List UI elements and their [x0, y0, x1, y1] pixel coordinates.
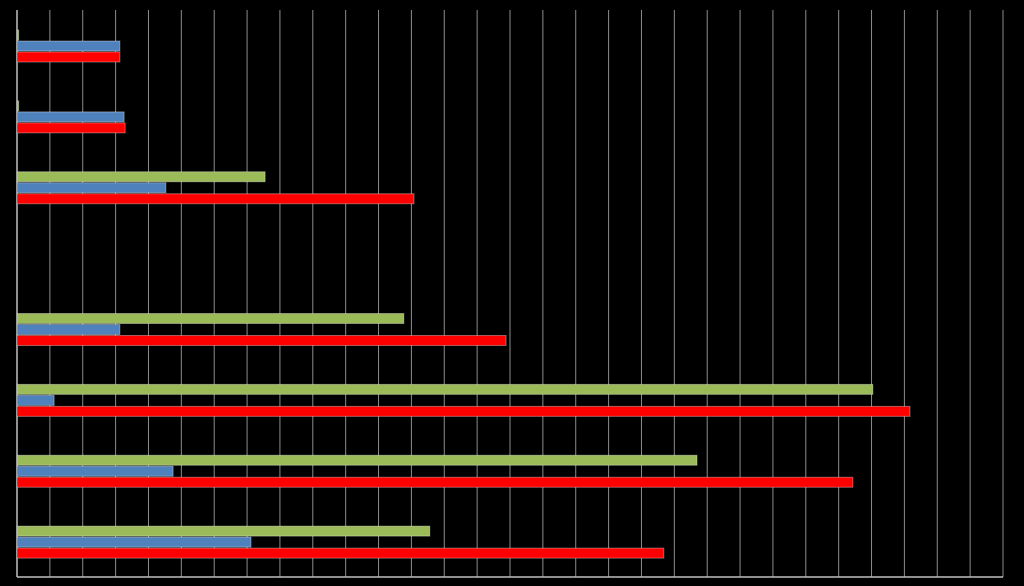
- bar: [16, 122, 126, 134]
- bar: [16, 313, 405, 324]
- bar: [16, 324, 121, 335]
- bar: [16, 405, 911, 417]
- bar: [16, 476, 854, 488]
- bar: [16, 51, 121, 63]
- bar: [16, 100, 20, 112]
- bar: [16, 335, 507, 346]
- bar: [16, 193, 415, 205]
- bar: [16, 394, 55, 406]
- bar: [16, 536, 252, 548]
- bar: [16, 454, 698, 466]
- bar: [16, 383, 874, 395]
- bar: [16, 465, 174, 477]
- bar: [16, 525, 431, 537]
- bar: [16, 111, 125, 123]
- bar: [16, 171, 266, 183]
- bar: [16, 182, 167, 194]
- bar: [16, 547, 665, 559]
- bar: [16, 40, 121, 52]
- bar: [16, 29, 20, 41]
